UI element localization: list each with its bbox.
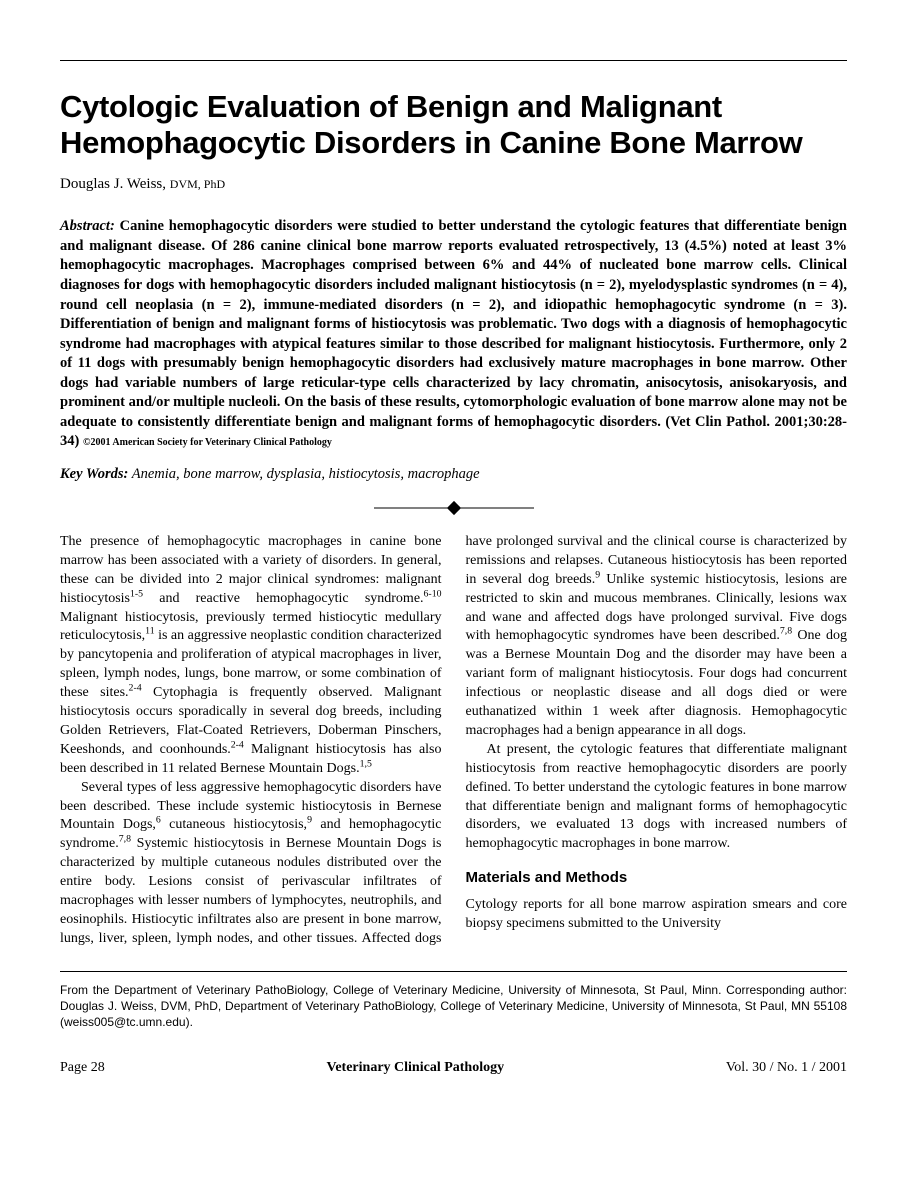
ref-sup: 1-5 bbox=[130, 588, 143, 599]
footer-page: Page 28 bbox=[60, 1060, 105, 1076]
abstract-label: Abstract: bbox=[60, 218, 115, 234]
paragraph-1: The presence of hemophagocytic macrophag… bbox=[60, 533, 442, 779]
ref-sup: 11 bbox=[145, 626, 154, 637]
bottom-rule bbox=[60, 971, 847, 972]
abstract-body: Canine hemophagocytic disorders were stu… bbox=[60, 218, 847, 430]
methods-heading: Materials and Methods bbox=[466, 868, 848, 888]
keywords-line: Key Words: Anemia, bone marrow, dysplasi… bbox=[60, 466, 847, 483]
ref-sup: 7,8 bbox=[780, 626, 792, 637]
keywords-label: Key Words: bbox=[60, 466, 128, 482]
paragraph-4: Cytology reports for all bone marrow asp… bbox=[466, 896, 848, 934]
ref-sup: 2-4 bbox=[231, 739, 244, 750]
ref-sup: 1,5 bbox=[360, 758, 372, 769]
ref-sup: 6-10 bbox=[424, 588, 442, 599]
ref-sup: 7,8 bbox=[119, 834, 131, 845]
body-columns: The presence of hemophagocytic macrophag… bbox=[60, 533, 847, 949]
footer-journal: Veterinary Clinical Pathology bbox=[327, 1060, 505, 1076]
abstract-block: Abstract: Canine hemophagocytic disorder… bbox=[60, 217, 847, 452]
author-line: Douglas J. Weiss, DVM, PhD bbox=[60, 176, 847, 193]
section-divider bbox=[60, 501, 847, 515]
abstract-copyright: ©2001 American Society for Veterinary Cl… bbox=[83, 437, 332, 448]
footer-issue: Vol. 30 / No. 1 / 2001 bbox=[726, 1060, 847, 1076]
page-footer: Page 28 Veterinary Clinical Pathology Vo… bbox=[60, 1060, 847, 1076]
author-name: Douglas J. Weiss, bbox=[60, 176, 166, 192]
keywords-text: Anemia, bone marrow, dysplasia, histiocy… bbox=[132, 466, 480, 482]
affiliation-block: From the Department of Veterinary PathoB… bbox=[60, 982, 847, 1031]
author-credentials: DVM, PhD bbox=[170, 177, 225, 191]
ref-sup: 2-4 bbox=[129, 683, 142, 694]
top-rule bbox=[60, 60, 847, 61]
diamond-icon bbox=[446, 501, 460, 515]
article-title: Cytologic Evaluation of Benign and Malig… bbox=[60, 89, 847, 160]
paragraph-3: At present, the cytologic features that … bbox=[466, 741, 848, 854]
